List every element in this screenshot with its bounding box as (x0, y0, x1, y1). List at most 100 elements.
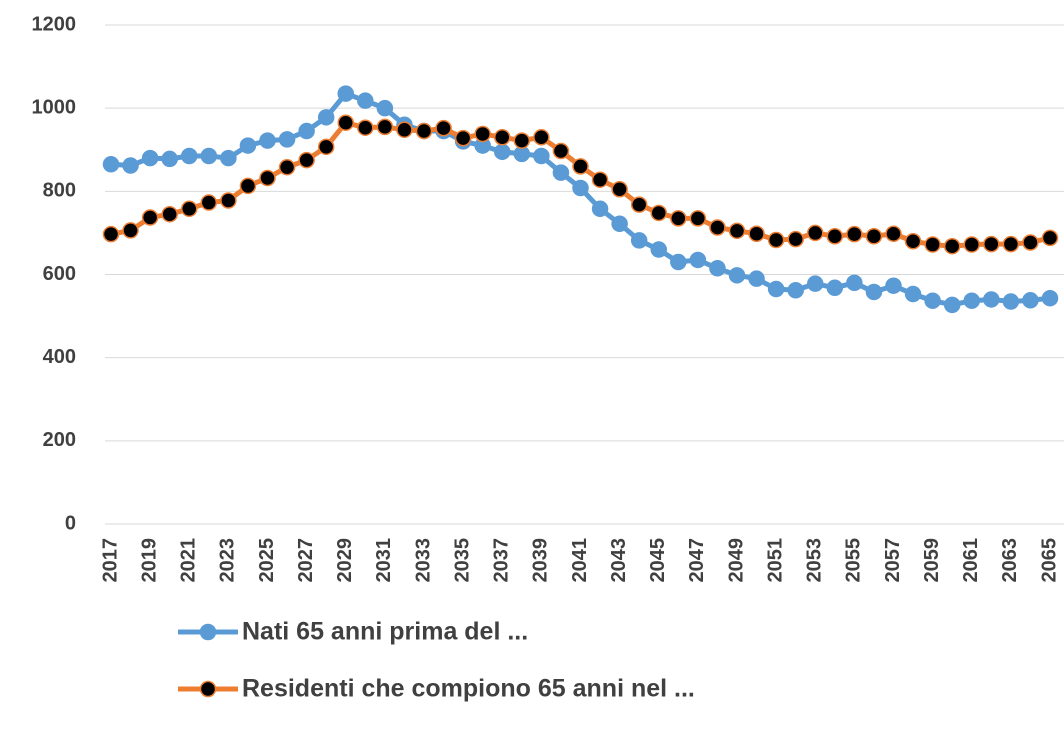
data-point (220, 192, 237, 209)
data-point (904, 232, 922, 250)
data-point (709, 260, 726, 277)
data-point (494, 129, 511, 146)
data-point (200, 194, 218, 211)
data-point (357, 92, 374, 109)
x-tick-label: 2033 (412, 538, 434, 583)
data-point (1002, 235, 1020, 253)
x-tick-label: 2023 (217, 538, 239, 583)
data-point (298, 122, 315, 140)
data-point (102, 225, 120, 243)
data-point (885, 277, 902, 294)
data-point (846, 225, 863, 243)
data-point (728, 222, 746, 240)
data-point (611, 181, 628, 198)
data-point (650, 204, 667, 222)
data-point (454, 129, 472, 147)
data-point (122, 222, 139, 239)
x-tick-label: 2059 (921, 538, 943, 583)
data-point (572, 179, 589, 197)
x-tick-label: 2027 (295, 538, 317, 583)
data-point (239, 137, 257, 154)
data-point (376, 99, 394, 117)
data-point (415, 122, 433, 140)
data-point (943, 296, 961, 314)
data-point (924, 236, 941, 253)
x-tick-label: 2047 (686, 538, 708, 583)
data-point (807, 275, 824, 292)
data-point (807, 224, 824, 242)
data-point (239, 177, 257, 195)
legend-marker (199, 680, 217, 698)
x-tick-label: 2063 (999, 538, 1021, 583)
y-tick-label: 600 (43, 263, 76, 285)
data-point (552, 142, 570, 160)
x-tick-label: 2025 (256, 538, 278, 583)
data-point (337, 85, 354, 102)
data-point (767, 280, 785, 298)
x-tick-label: 2017 (99, 538, 121, 583)
data-point (298, 151, 315, 169)
data-point (259, 169, 276, 187)
data-point (591, 171, 609, 188)
data-point (983, 235, 1000, 253)
y-tick-label: 200 (43, 429, 76, 451)
y-tick-label: 0 (65, 512, 76, 534)
data-point (670, 210, 687, 227)
x-tick-label: 2043 (608, 538, 630, 583)
data-point (317, 109, 335, 126)
x-tick-label: 2021 (178, 538, 200, 583)
data-point (1041, 289, 1059, 307)
data-point (552, 164, 570, 181)
x-tick-label: 2019 (138, 538, 160, 583)
data-point (787, 230, 804, 248)
x-tick-label: 2061 (960, 538, 982, 583)
data-point (611, 215, 628, 233)
data-point (396, 121, 413, 139)
x-tick-label: 2055 (843, 538, 865, 583)
data-point (1022, 234, 1039, 251)
data-point (1002, 293, 1020, 310)
data-point (181, 147, 198, 165)
data-point (689, 210, 707, 227)
data-point (317, 138, 335, 156)
data-point (943, 237, 961, 255)
x-tick-label: 2039 (530, 538, 552, 583)
data-point (1022, 292, 1039, 309)
data-point (767, 231, 785, 249)
data-point (122, 157, 139, 174)
x-tick-label: 2035 (451, 538, 473, 583)
legend-label: Residenti che compiono 65 anni nel ... (242, 675, 695, 703)
data-point (278, 131, 296, 148)
data-point (474, 125, 491, 143)
data-point (728, 267, 746, 284)
x-tick-label: 2065 (1038, 538, 1060, 583)
data-point (846, 274, 863, 292)
data-point (865, 283, 883, 301)
x-tick-label: 2037 (491, 538, 513, 583)
data-point (709, 219, 726, 236)
series-line (110, 91, 1051, 308)
data-point (141, 149, 159, 167)
data-point (826, 227, 844, 245)
data-point (161, 150, 178, 168)
y-tick-label: 400 (43, 346, 76, 368)
data-point (983, 291, 1000, 308)
data-point (904, 285, 922, 303)
data-point (572, 158, 589, 175)
data-point (141, 209, 159, 226)
data-point (689, 251, 707, 269)
data-point (161, 205, 178, 223)
x-tick-label: 2041 (569, 538, 591, 583)
data-point (826, 279, 844, 297)
data-point (748, 225, 765, 242)
x-tick-label: 2049 (725, 538, 747, 583)
data-point (513, 132, 531, 149)
data-point (630, 196, 648, 213)
data-point (650, 241, 667, 258)
data-point (376, 118, 394, 136)
data-point (533, 129, 550, 146)
data-point (924, 292, 941, 309)
y-tick-label: 1000 (32, 96, 77, 118)
data-point (748, 270, 765, 287)
data-point (885, 225, 902, 242)
